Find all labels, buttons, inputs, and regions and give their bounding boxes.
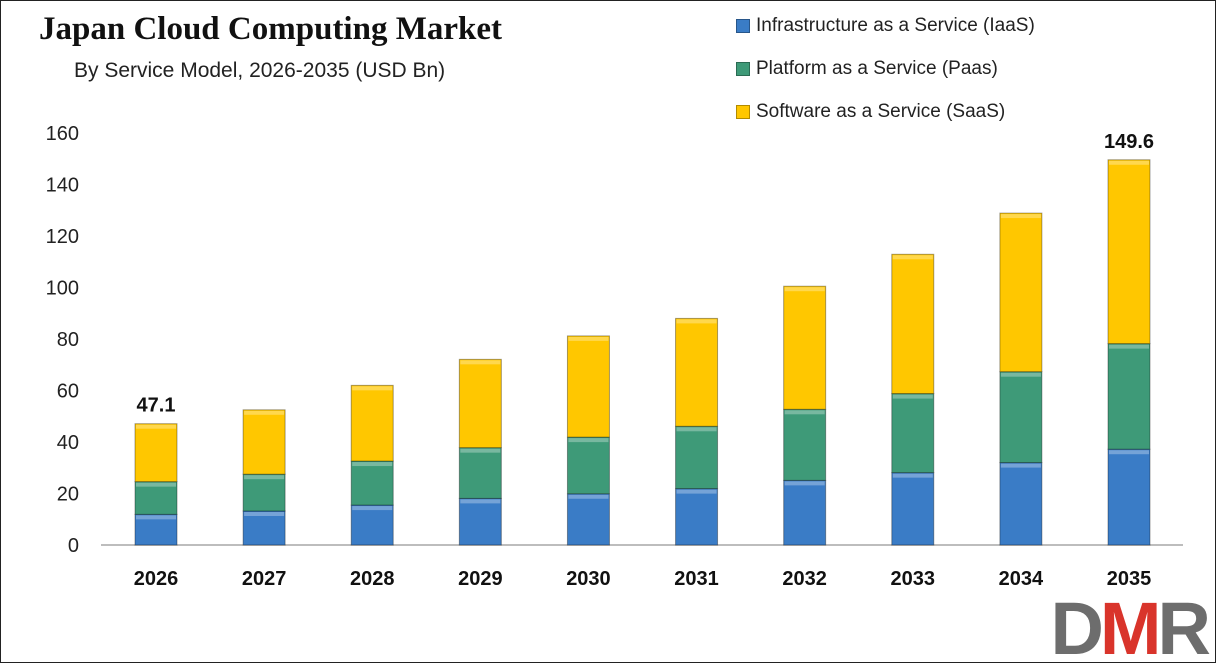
bar-bevel	[676, 427, 717, 432]
x-tick-label: 2031	[674, 568, 719, 590]
bar-segment-saas	[134, 423, 178, 483]
x-tick-label: 2030	[566, 568, 611, 590]
y-tick-label: 0	[68, 535, 79, 557]
legend-label-paas: Platform as a Service (Paas)	[756, 57, 998, 79]
x-tick-label: 2032	[782, 568, 827, 590]
y-tick-label: 100	[46, 278, 79, 300]
bar-bevel	[136, 424, 176, 429]
bar-segment-saas	[242, 409, 286, 475]
legend-label-iaas: Infrastructure as a Service (IaaS)	[756, 14, 1035, 36]
bar-bevel	[1000, 214, 1041, 219]
bar-bevel	[892, 473, 933, 478]
bar-bevel	[1000, 463, 1041, 468]
bar-segment-iaas	[134, 513, 178, 546]
bar-bevel	[1109, 344, 1149, 349]
x-tick-label: 2033	[891, 568, 936, 590]
bar-segment-saas	[675, 317, 719, 427]
bar-segment-saas	[891, 253, 935, 395]
data-label: 47.1	[137, 395, 176, 417]
bar-bevel	[676, 319, 717, 324]
bar-bevel	[568, 438, 609, 443]
x-tick-label: 2026	[134, 568, 179, 590]
bar-bevel	[568, 494, 609, 499]
bar-segment-iaas	[458, 497, 502, 546]
legend-label-saas: Software as a Service (SaaS)	[756, 100, 1006, 122]
x-tick-label: 2028	[350, 568, 395, 590]
bar-segment-saas	[1107, 159, 1151, 345]
x-tick-label: 2035	[1107, 568, 1152, 590]
x-tick-label: 2029	[458, 568, 503, 590]
bar-bevel	[784, 410, 825, 415]
bar-segment-iaas	[783, 479, 827, 546]
bar-segment-paas	[999, 371, 1043, 464]
bar-bevel	[568, 336, 609, 341]
bar-bevel	[460, 360, 501, 365]
y-tick-label: 120	[46, 226, 79, 248]
bar-bevel	[892, 255, 933, 260]
chart-subtitle: By Service Model, 2026-2035 (USD Bn)	[74, 59, 446, 82]
bar-bevel	[784, 481, 825, 486]
bar-bevel	[460, 499, 501, 504]
bar-segment-iaas	[891, 472, 935, 546]
y-tick-label: 140	[46, 175, 79, 197]
data-label: 149.6	[1104, 131, 1154, 153]
bar-bevel	[244, 475, 285, 480]
bar-bevel	[244, 512, 285, 517]
bar-segment-paas	[891, 393, 935, 474]
bar-segment-iaas	[675, 488, 719, 546]
bar-bevel	[352, 506, 393, 511]
bar-segment-iaas	[242, 510, 286, 546]
y-tick-label: 40	[57, 432, 79, 454]
dmr-logo: DMR	[1050, 592, 1211, 663]
bar-segment-paas	[458, 447, 502, 499]
bar-segment-saas	[999, 212, 1043, 373]
y-tick-label: 80	[57, 329, 79, 351]
bar-bevel	[1109, 160, 1149, 165]
bar-segment-saas	[350, 384, 394, 462]
y-tick-label: 60	[57, 381, 79, 403]
bar-segment-saas	[566, 335, 610, 438]
bar-bevel	[244, 410, 285, 415]
logo-m: M	[1099, 587, 1162, 663]
legend: Infrastructure as a Service (IaaS) Platf…	[736, 4, 1035, 133]
bar-bevel	[892, 394, 933, 399]
bar-segment-saas	[783, 285, 827, 410]
bar-bevel	[784, 287, 825, 292]
chart-title: Japan Cloud Computing Market	[39, 11, 502, 47]
legend-swatch-paas	[736, 61, 750, 76]
bar-bevel	[676, 489, 717, 494]
bar-bevel	[1109, 450, 1149, 455]
x-tick-label: 2034	[999, 568, 1044, 590]
y-tick-label: 20	[57, 484, 79, 506]
bar-bevel	[136, 482, 176, 487]
legend-item-iaas: Infrastructure as a Service (IaaS)	[736, 4, 1035, 47]
bar-segment-paas	[783, 408, 827, 481]
bar-segment-paas	[134, 481, 178, 515]
legend-swatch-saas	[736, 104, 750, 119]
logo-d: D	[1050, 587, 1103, 663]
bar-segment-paas	[1107, 343, 1151, 450]
legend-swatch-iaas	[736, 18, 750, 33]
bar-bevel	[352, 386, 393, 391]
bar-segment-paas	[566, 436, 610, 495]
bar-segment-paas	[350, 460, 394, 506]
bar-segment-iaas	[566, 493, 610, 546]
bar-segment-iaas	[1107, 448, 1151, 546]
bar-segment-paas	[242, 473, 286, 512]
bar-bevel	[352, 462, 393, 467]
legend-item-saas: Software as a Service (SaaS)	[736, 90, 1035, 133]
bar-segment-iaas	[350, 504, 394, 546]
bar-bevel	[136, 515, 176, 520]
y-tick-label: 160	[46, 123, 79, 145]
legend-item-paas: Platform as a Service (Paas)	[736, 47, 1035, 90]
bar-segment-saas	[458, 358, 502, 449]
bar-segment-iaas	[999, 462, 1043, 546]
x-tick-label: 2027	[242, 568, 287, 590]
bar-bevel	[460, 448, 501, 453]
bar-segment-paas	[675, 425, 719, 490]
bar-bevel	[1000, 372, 1041, 377]
logo-r: R	[1157, 587, 1211, 663]
